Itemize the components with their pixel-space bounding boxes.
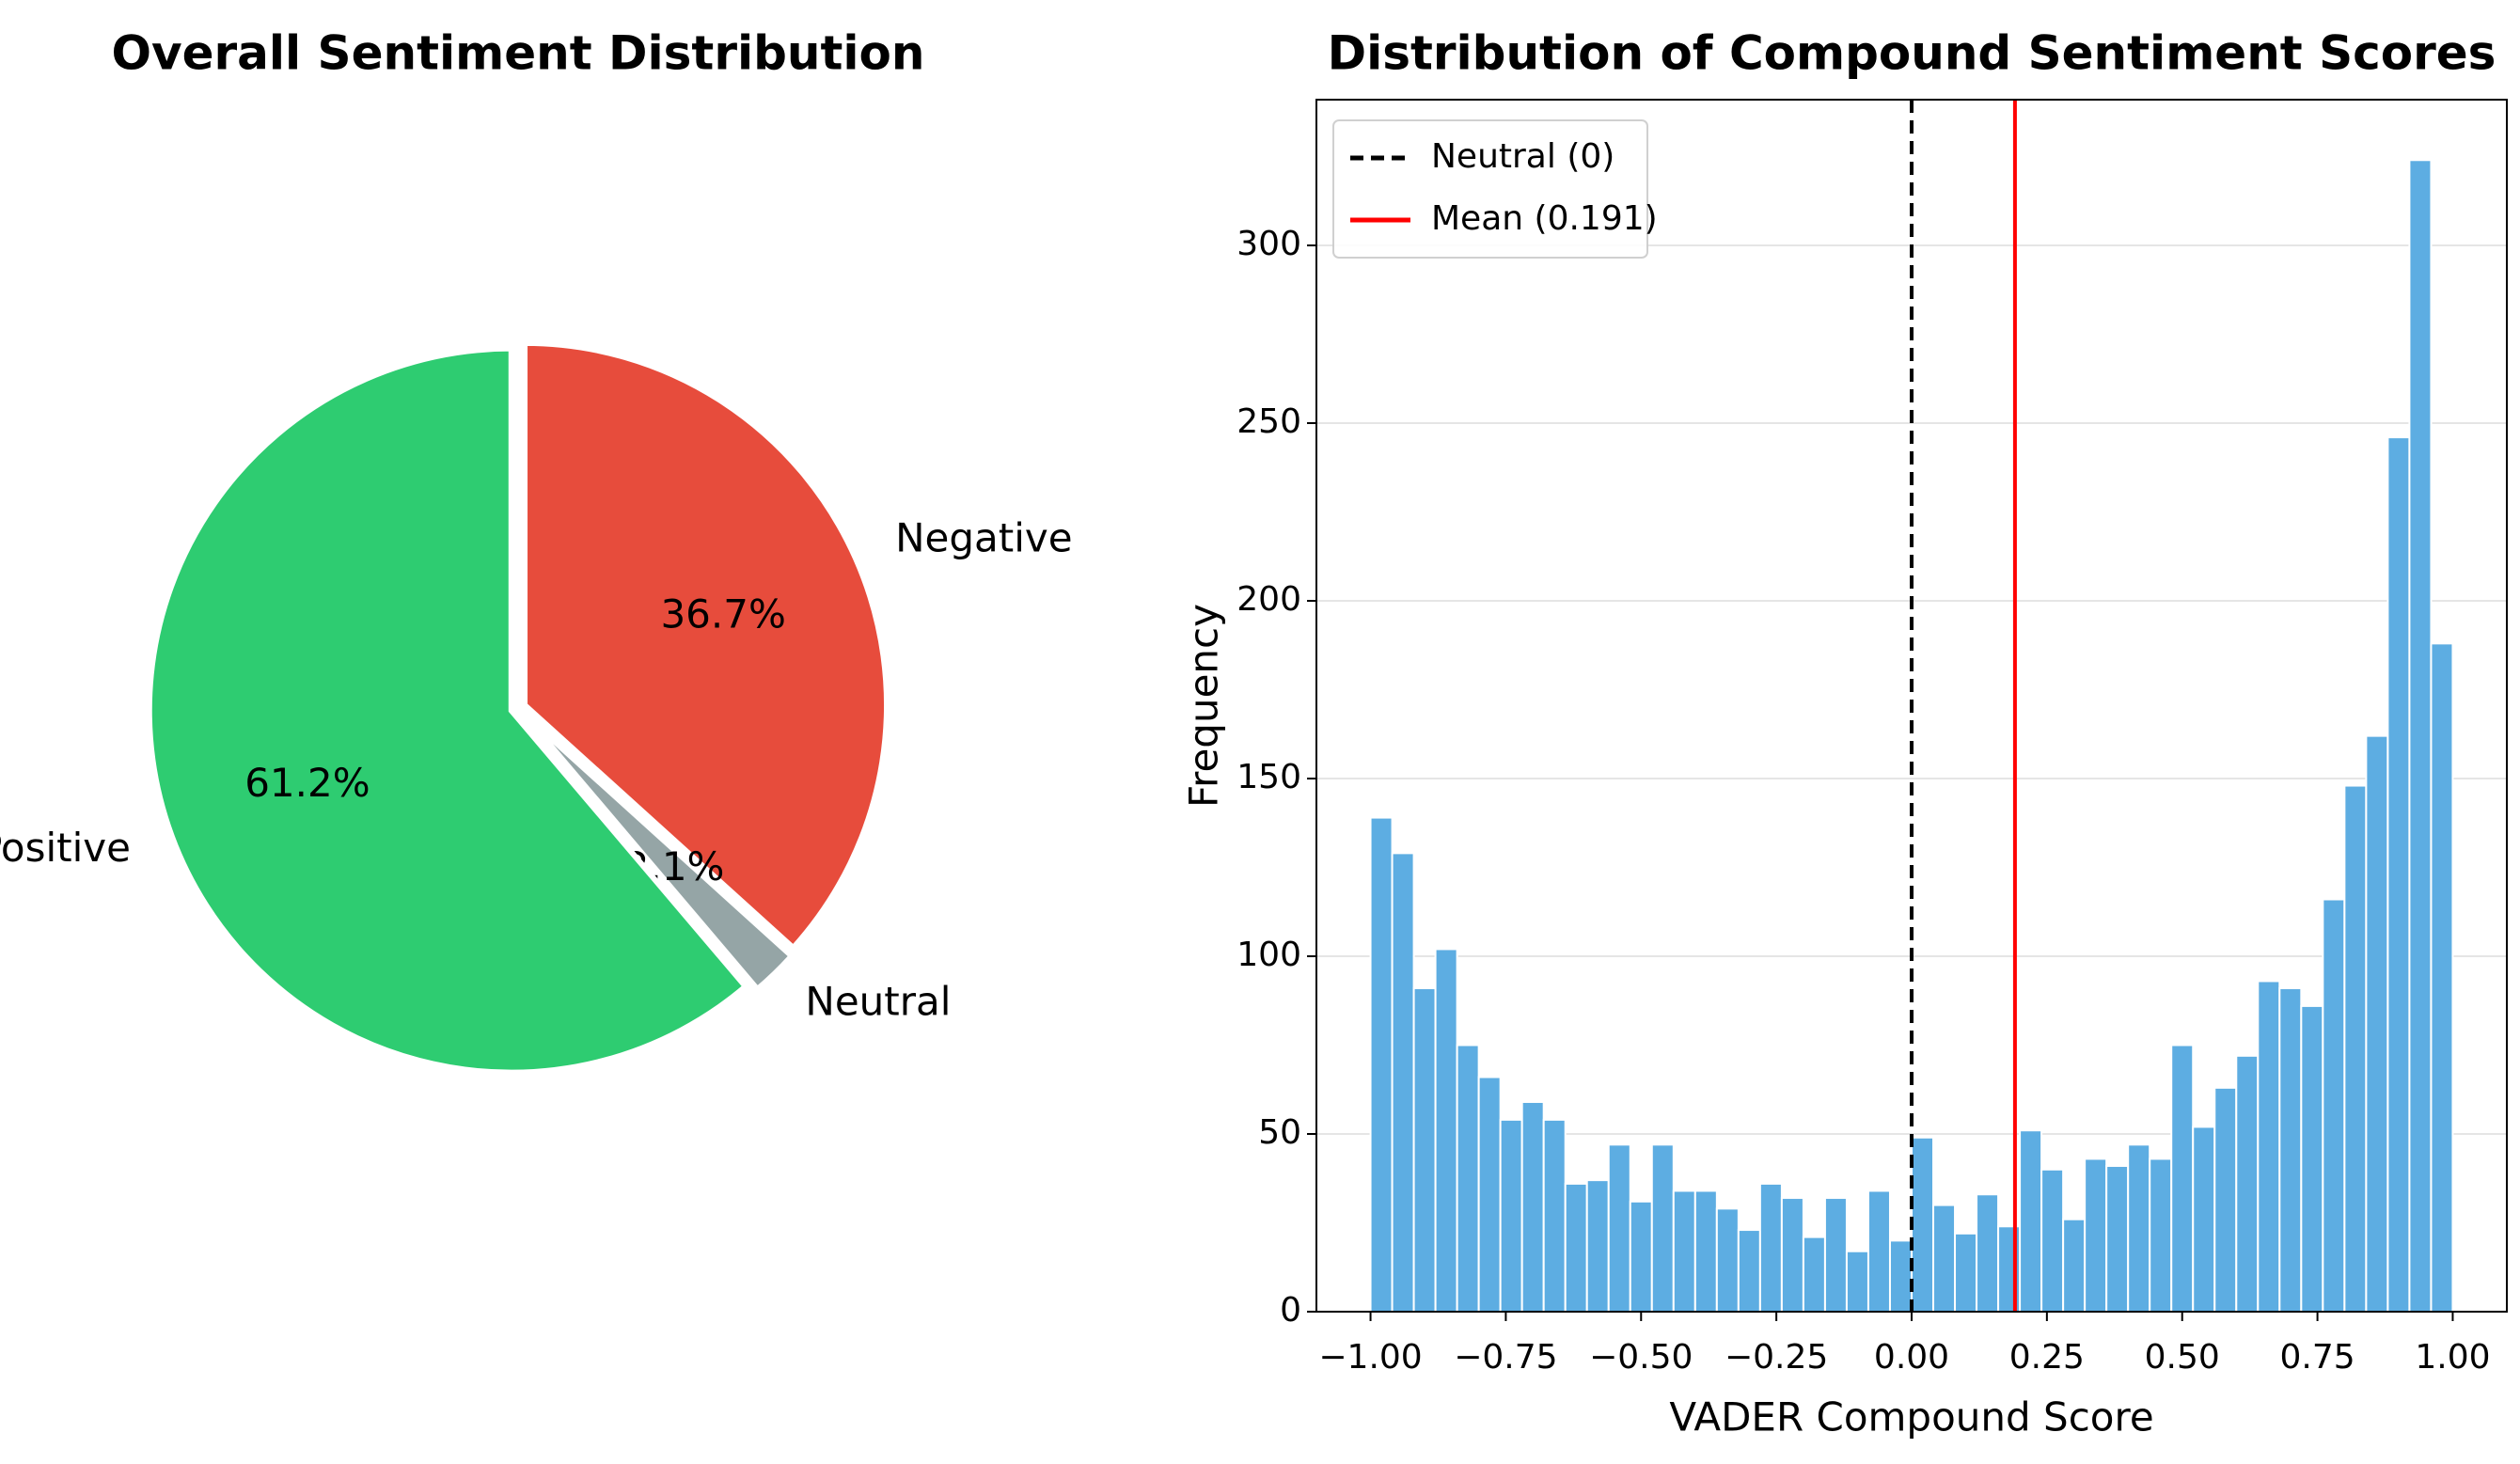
histogram-bar (1520, 1100, 1545, 1314)
y-tick-label: 200 (1236, 580, 1301, 619)
y-tick-label: 300 (1236, 225, 1301, 263)
histogram-bar (1737, 1229, 1761, 1313)
legend-label: Neutral (0) (1431, 137, 1614, 176)
histogram-bar (2408, 159, 2433, 1314)
histogram-bar (1888, 1239, 1913, 1313)
histogram-bar (1391, 852, 1415, 1313)
histogram-bar (2062, 1218, 2087, 1314)
histogram-bar (1434, 948, 1458, 1313)
x-tick-label: 1.00 (2415, 1338, 2490, 1377)
histogram-bar (2257, 980, 2281, 1314)
pie-category-label: Positive (0, 825, 131, 871)
pie-category-label: Negative (895, 514, 1073, 560)
pie-slice (521, 711, 796, 994)
histogram-bar (2127, 1143, 2151, 1314)
histogram-bar (1780, 1197, 1804, 1313)
pie-category-label: Neutral (805, 979, 951, 1025)
x-tick-label: 0.00 (1874, 1338, 1949, 1377)
histogram-bar (1629, 1200, 1653, 1314)
x-tick-label: −0.75 (1454, 1338, 1557, 1377)
x-tick-label: −1.00 (1318, 1338, 1422, 1377)
y-axis-label: Frequency (1181, 604, 1227, 808)
histogram-bar (2235, 1054, 2260, 1314)
histogram-bar (2300, 1004, 2324, 1313)
chart-title: Overall Sentiment Distribution (111, 26, 924, 81)
y-tick-label: 150 (1236, 758, 1301, 796)
chart-title: Distribution of Compound Sentiment Score… (1328, 26, 2496, 81)
x-tick-label: −0.50 (1589, 1338, 1693, 1377)
histogram-bar (2105, 1165, 2130, 1313)
histogram-bar (1499, 1118, 1523, 1313)
y-tick-label: 50 (1258, 1113, 1301, 1152)
histogram-bar (2430, 642, 2454, 1313)
histogram-bar (2322, 898, 2346, 1313)
histogram-bar (1954, 1232, 1978, 1314)
histogram-bar (2278, 987, 2303, 1313)
histogram-bar (1715, 1207, 1740, 1313)
histogram-bar (1585, 1179, 1610, 1313)
histogram-bar (1693, 1189, 1718, 1314)
pie-value-label: 36.7% (660, 591, 785, 638)
histogram-bar (2386, 436, 2411, 1313)
histogram-bar (2149, 1157, 2173, 1314)
histogram-bar (1564, 1182, 1588, 1313)
histogram-bar (1911, 1136, 1935, 1313)
pie-slice (146, 345, 750, 1076)
histogram-bar (1845, 1250, 1869, 1314)
histogram-bar (1456, 1044, 1480, 1313)
histogram-bar (1932, 1204, 1957, 1314)
histogram-bar (2040, 1168, 2065, 1313)
histogram-bar (1758, 1182, 1783, 1313)
x-tick-label: −0.25 (1725, 1338, 1828, 1377)
y-tick-label: 0 (1280, 1291, 1301, 1330)
legend-box (1332, 119, 1648, 259)
x-tick-label: 0.75 (2280, 1338, 2355, 1377)
x-tick-label: 0.50 (2145, 1338, 2220, 1377)
histogram-bar (2343, 784, 2368, 1313)
histogram-bar (1477, 1076, 1502, 1313)
histogram-bar (1802, 1236, 1826, 1314)
histogram-bar (1542, 1118, 1567, 1313)
x-tick-label: 0.25 (2009, 1338, 2085, 1377)
histogram-bar (2365, 734, 2389, 1313)
histogram-bar (1672, 1189, 1696, 1314)
y-tick-label: 250 (1236, 402, 1301, 441)
histogram-bar (1650, 1143, 1675, 1314)
histogram-bar (1412, 987, 1437, 1313)
histogram-bar (2019, 1129, 2043, 1314)
histogram-bar (2213, 1086, 2238, 1314)
histogram-bar (1823, 1197, 1848, 1313)
y-tick-label: 100 (1236, 936, 1301, 974)
histogram-bar (2084, 1157, 2108, 1314)
histogram-bar (2192, 1126, 2216, 1313)
histogram-bar (1976, 1193, 2000, 1313)
histogram-bar (2170, 1044, 2195, 1313)
pie-slice (522, 339, 890, 952)
histogram-bar (1369, 816, 1394, 1313)
legend-label: Mean (0.191) (1431, 199, 1658, 238)
histogram-bar (1866, 1189, 1891, 1314)
plot-frame (1315, 99, 2508, 1313)
x-axis-label: VADER Compound Score (1669, 1394, 2153, 1440)
pie-value-label: 61.2% (244, 760, 370, 806)
histogram-bar (1607, 1143, 1631, 1314)
